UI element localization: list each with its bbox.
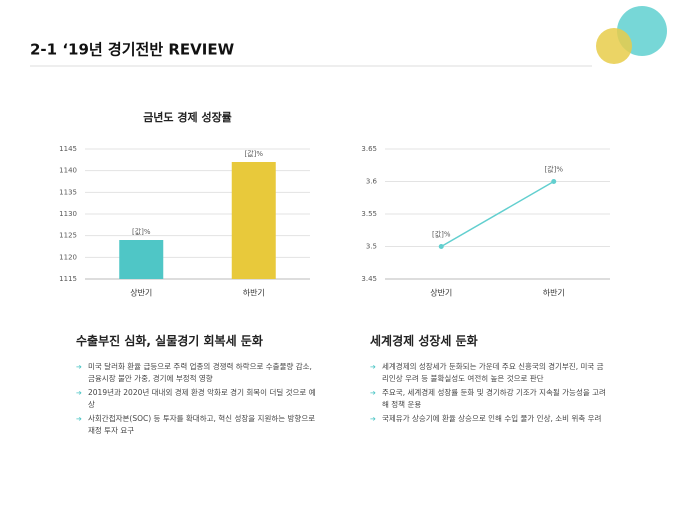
bullet: 사회간접자본(SOC) 등 투자를 확대하고, 혁신 성장을 지원하는 방향으로… — [76, 413, 316, 437]
line — [440, 180, 555, 248]
y-tick-label: 3.5 — [366, 243, 377, 251]
y-tick-label: 3.6 — [366, 178, 378, 186]
y-tick-label: 1125 — [59, 232, 77, 240]
x-tick-label: 상반기 — [430, 288, 452, 298]
bullet: 국제유가 상승기에 환율 상승으로 인해 수입 물가 인상, 소비 위축 우려 — [370, 413, 610, 425]
data-label: [값]% — [432, 231, 451, 239]
y-tick-label: 1130 — [59, 210, 77, 218]
deco-circle — [596, 28, 632, 64]
bullet: 미국 달러화 환율 급등으로 주력 업종의 경쟁력 하락으로 수출물량 감소, … — [76, 361, 316, 385]
y-tick-label: 3.55 — [361, 210, 377, 218]
x-tick-label: 상반기 — [130, 288, 152, 298]
bullet-list: 세계경제의 성장세가 둔화되는 가운데 주요 신흥국의 경기부진, 미국 금리인… — [370, 361, 610, 425]
y-tick-label: 1135 — [59, 188, 77, 196]
data-label: [값]% — [132, 228, 151, 236]
y-tick-label: 1145 — [59, 145, 77, 153]
chart-title: 금년도 경제 성장률 — [143, 110, 232, 124]
section-heading: 세계경제 성장세 둔화 — [370, 334, 478, 348]
slide-title: 2-1 ‘19년 경기전반 REVIEW — [30, 41, 235, 59]
bullet: 주요국, 세계경제 성장률 둔화 및 경기하강 기조가 지속될 가능성을 고려해… — [370, 387, 610, 411]
bullet-list: 미국 달러화 환율 급등으로 주력 업종의 경쟁력 하락으로 수출물량 감소, … — [76, 361, 316, 437]
section: 수출부진 심화, 실물경기 회복세 둔화 미국 달러화 환율 급등으로 주력 업… — [76, 332, 316, 439]
y-tick-label: 3.65 — [361, 145, 377, 153]
x-tick-label: 하반기 — [543, 288, 565, 298]
point — [438, 244, 444, 249]
section-heading: 수출부진 심화, 실물경기 회복세 둔화 — [76, 334, 263, 348]
bar — [231, 162, 276, 279]
x-tick-label: 하반기 — [243, 288, 265, 298]
bar — [119, 240, 164, 279]
section: 세계경제 성장세 둔화 세계경제의 성장세가 둔화되는 가운데 주요 신흥국의 … — [370, 332, 610, 427]
y-tick-label: 1120 — [59, 253, 77, 261]
y-tick-label: 1140 — [59, 167, 77, 175]
data-label: [값]% — [244, 150, 263, 158]
y-tick-label: 3.45 — [361, 275, 377, 283]
bullet: 2019년과 2020년 대내외 경제 환경 악화로 경기 회복이 더딜 것으로… — [76, 387, 316, 411]
data-label: [값]% — [544, 166, 563, 174]
y-tick-label: 1115 — [59, 275, 77, 283]
bullet: 세계경제의 성장세가 둔화되는 가운데 주요 신흥국의 경기부진, 미국 금리인… — [370, 361, 610, 385]
point — [551, 179, 557, 184]
